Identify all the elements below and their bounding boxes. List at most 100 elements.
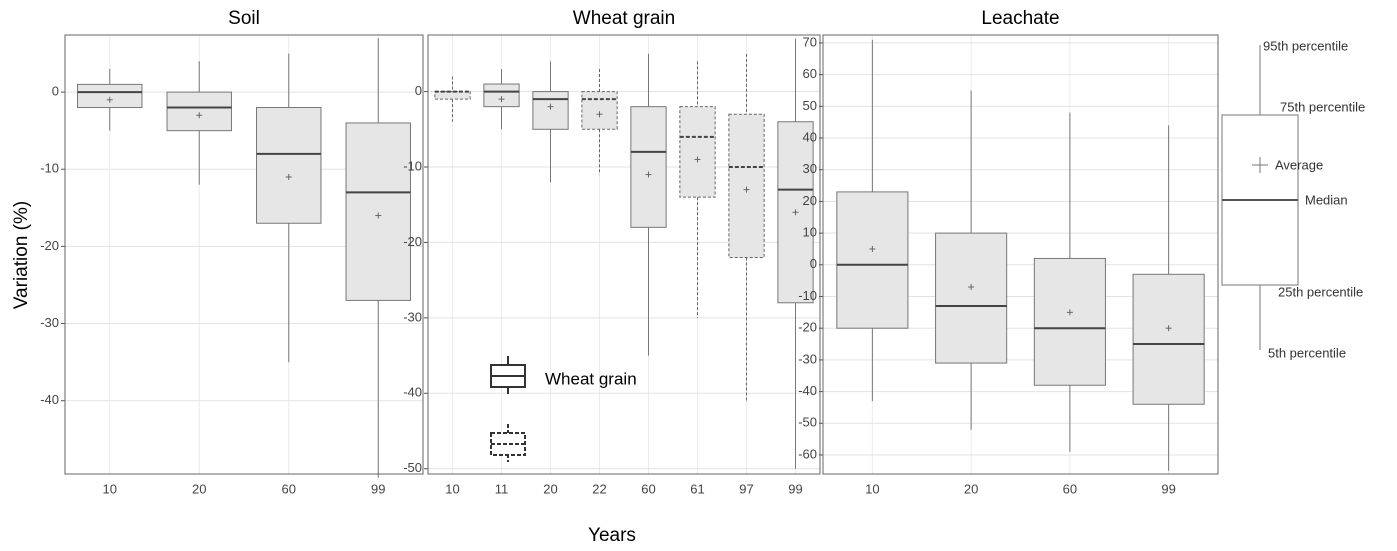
box — [728, 53, 765, 401]
panel-title: Leachate — [981, 8, 1059, 29]
x-tick-label: 10 — [445, 481, 459, 496]
x-tick-label: 97 — [739, 481, 753, 496]
mean — [285, 173, 292, 180]
box — [777, 38, 814, 469]
legend-key — [490, 356, 526, 394]
key-label: 5th percentile — [1268, 345, 1346, 360]
box-body — [166, 91, 232, 132]
box — [256, 53, 322, 363]
x-tick-label: 99 — [1161, 481, 1175, 496]
x-tick-label: 11 — [495, 481, 509, 496]
mean — [1165, 325, 1172, 332]
box — [836, 39, 909, 402]
y-tick-label: -30 — [403, 309, 422, 324]
key — [1221, 45, 1299, 350]
y-tick-label: 50 — [803, 98, 817, 113]
y-tick-label: -20 — [403, 234, 422, 249]
y-tick-label: 0 — [810, 256, 817, 271]
y-tick-label: 0 — [52, 84, 59, 99]
y-tick-label: -20 — [40, 238, 59, 253]
y-tick-label: 60 — [803, 66, 817, 81]
key-label: 75th percentile — [1280, 99, 1365, 114]
plot-frame — [427, 34, 821, 475]
box — [166, 61, 232, 185]
box-body — [630, 106, 667, 228]
mean — [743, 186, 750, 193]
y-tick-label: -30 — [798, 351, 817, 366]
box-body — [1033, 257, 1106, 386]
y-tick-label: -40 — [40, 392, 59, 407]
box-body — [256, 107, 322, 224]
mean — [792, 209, 799, 216]
box-body — [483, 83, 520, 108]
box — [581, 68, 618, 175]
key-label: Average — [1275, 157, 1323, 172]
mean — [968, 283, 975, 290]
box — [483, 68, 520, 130]
x-tick-label: 20 — [964, 481, 978, 496]
x-tick-label: 20 — [192, 481, 206, 496]
mean — [869, 245, 876, 252]
legend-key — [490, 424, 526, 462]
plot-frame — [64, 34, 424, 475]
box-body — [728, 113, 765, 259]
mean — [547, 103, 554, 110]
mean — [106, 96, 113, 103]
y-tick-label: 10 — [803, 225, 817, 240]
x-tick-label: 60 — [282, 481, 296, 496]
x-axis-title: Years — [588, 525, 636, 546]
y-tick-label: 20 — [803, 193, 817, 208]
mean — [694, 156, 701, 163]
legend-label: Wheat grain — [545, 369, 637, 388]
box — [434, 76, 471, 122]
box — [1033, 112, 1106, 452]
box — [679, 61, 716, 318]
panel-title: Soil — [228, 8, 260, 29]
y-tick-label: -20 — [798, 320, 817, 335]
x-tick-label: 99 — [371, 481, 385, 496]
y-tick-label: -30 — [40, 315, 59, 330]
y-tick-label: -10 — [798, 288, 817, 303]
x-tick-label: 20 — [543, 481, 557, 496]
box-body — [679, 106, 716, 198]
box — [77, 68, 143, 131]
y-tick-label: 0 — [415, 83, 422, 98]
x-tick-label: 61 — [690, 481, 704, 496]
mean — [1066, 309, 1073, 316]
box — [935, 90, 1008, 430]
mean — [645, 171, 652, 178]
box-body — [434, 91, 471, 100]
mean — [498, 96, 505, 103]
box-body — [836, 191, 909, 329]
box-body — [532, 91, 569, 130]
x-tick-label: 99 — [788, 481, 802, 496]
plot-frame — [822, 34, 1219, 475]
mean — [196, 112, 203, 119]
key-label: 95th percentile — [1263, 38, 1348, 53]
box-body — [581, 91, 618, 130]
key-label: 25th percentile — [1278, 284, 1363, 299]
key-label: Median — [1305, 192, 1348, 207]
y-tick-label: -40 — [403, 385, 422, 400]
y-tick-label: 40 — [803, 129, 817, 144]
y-tick-label: 30 — [803, 161, 817, 176]
x-tick-label: 22 — [592, 481, 606, 496]
y-tick-label: -60 — [798, 446, 817, 461]
box-body — [345, 122, 411, 301]
y-tick-label: -50 — [403, 460, 422, 475]
x-tick-label: 60 — [641, 481, 655, 496]
y-tick-label: 70 — [803, 34, 817, 49]
box-body — [1132, 273, 1205, 405]
mean — [375, 212, 382, 219]
y-tick-label: -10 — [403, 158, 422, 173]
box — [345, 38, 411, 478]
y-tick-label: -50 — [798, 415, 817, 430]
x-tick-label: 10 — [103, 481, 117, 496]
box-body — [935, 232, 1008, 364]
legend-box — [490, 432, 526, 456]
x-tick-label: 10 — [865, 481, 879, 496]
x-tick-label: 60 — [1063, 481, 1077, 496]
box — [1132, 125, 1205, 471]
